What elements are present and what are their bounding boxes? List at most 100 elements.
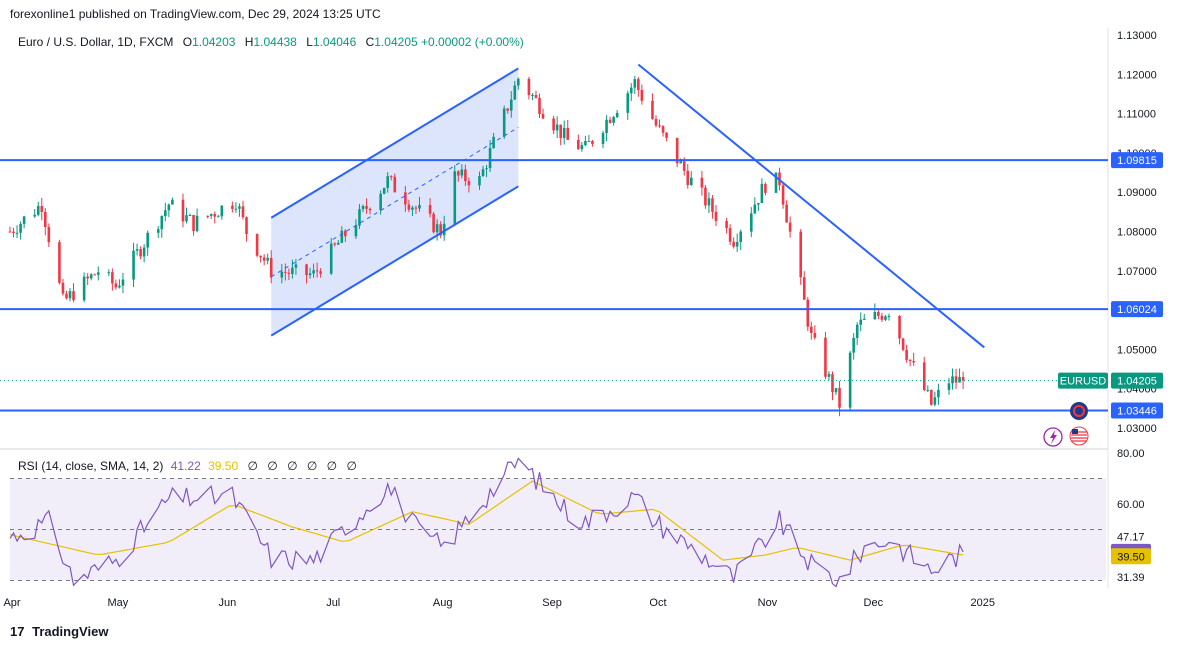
candle-body	[156, 229, 160, 233]
candle-body	[813, 333, 817, 338]
time-tick-label: Apr	[3, 597, 20, 609]
symbol-legend[interactable]: Euro / U.S. Dollar, 1D, FXCM O1.04203 H1…	[18, 35, 524, 49]
candle-body	[862, 319, 866, 321]
globe-icon-circle	[1070, 402, 1088, 420]
candle-body	[838, 388, 841, 408]
candle-body	[382, 187, 386, 194]
candle-body	[213, 214, 217, 217]
candle-body	[312, 270, 315, 274]
candle-body	[442, 223, 446, 236]
candle-body	[629, 87, 633, 94]
candle-body	[605, 119, 608, 133]
candle-body	[612, 117, 615, 123]
candle-body	[541, 114, 545, 119]
chart-icons[interactable]	[1043, 402, 1089, 447]
candle-body	[831, 374, 834, 393]
lightning-icon-bolt	[1050, 430, 1057, 444]
candle-body	[407, 204, 411, 210]
candle-body	[513, 85, 517, 100]
globe-icon	[1070, 402, 1088, 420]
candle-body	[527, 78, 531, 96]
candle-body	[509, 99, 513, 111]
current-price-tag	[1111, 372, 1163, 389]
candle-body	[82, 276, 86, 301]
candle-body	[824, 337, 827, 377]
candle-body	[336, 242, 340, 245]
candle-body	[464, 169, 467, 182]
candle-body	[231, 205, 234, 209]
time-tick-label: Aug	[433, 597, 453, 609]
time-tick-label: 2025	[971, 597, 995, 609]
candle-body	[132, 250, 135, 280]
candle-body	[15, 232, 19, 234]
time-tick-label: May	[108, 597, 129, 609]
low-value: 1.04046	[312, 35, 357, 49]
candle-body	[96, 272, 100, 275]
candle-body	[333, 243, 337, 245]
candle-body	[760, 183, 764, 204]
price-tick-label: 1.09000	[1117, 187, 1157, 199]
symbol-tag	[1058, 372, 1108, 389]
level-price-text: 1.09815	[1117, 155, 1157, 167]
candle-body	[506, 108, 510, 111]
candle-body	[308, 273, 312, 276]
candle-body	[118, 285, 121, 288]
time-tick-label: Dec	[864, 597, 884, 609]
candle-body	[36, 205, 40, 215]
candle-body	[33, 214, 37, 217]
candle-body	[344, 230, 347, 237]
price-labels: 1.098151.060241.03446EURUSD1.0420541.223…	[1058, 152, 1163, 565]
candle-body	[951, 376, 954, 384]
candle-body	[61, 282, 65, 294]
candle-body	[89, 274, 93, 279]
candle-body	[266, 258, 269, 261]
candle-body	[806, 299, 810, 327]
globe-icon-ring	[1073, 405, 1085, 417]
candle-body	[577, 139, 580, 150]
candle-body	[725, 221, 728, 229]
candle-body	[305, 264, 308, 276]
candle-body	[732, 241, 735, 247]
candle-body	[478, 176, 481, 186]
axes: 1.130001.120001.110001.100001.090001.080…	[3, 30, 1156, 609]
candle-body	[269, 258, 273, 278]
candle-body	[195, 215, 199, 232]
candle-body	[901, 338, 905, 350]
drawing-lines[interactable]	[0, 63, 1108, 412]
candle-body	[898, 315, 901, 339]
candle-body	[912, 361, 915, 363]
candle-body	[488, 148, 492, 169]
candle-body	[439, 224, 442, 236]
candle-body	[368, 208, 372, 211]
rsi-value: 41.22	[170, 459, 201, 473]
candle-body	[414, 207, 418, 209]
candle-body	[947, 383, 951, 390]
candle-body	[788, 222, 792, 232]
rsi-tick-label: 60.00	[1117, 499, 1145, 511]
price-tick-label: 1.11000	[1117, 109, 1156, 121]
change-value: +0.00002 (+0.00%)	[421, 35, 524, 49]
time-tick-label: Jul	[326, 597, 340, 609]
tradingview-footer[interactable]: 17 TradingView	[10, 624, 108, 639]
candle-body	[922, 362, 926, 390]
candle-body	[873, 312, 877, 320]
candle-body	[291, 267, 294, 274]
candle-body	[259, 255, 262, 258]
candle-body	[418, 205, 421, 209]
candle-body	[220, 205, 224, 217]
symbol-tag-text: EURUSD	[1060, 376, 1107, 388]
candle-body	[764, 183, 767, 193]
candle-body	[654, 118, 658, 126]
flag-canton	[1072, 429, 1078, 434]
candle-body	[319, 271, 322, 274]
candle-body	[389, 176, 393, 178]
rsi-legend[interactable]: RSI (14, close, SMA, 14, 2) 41.22 39.50 …	[18, 459, 357, 473]
candle-body	[562, 127, 566, 139]
candle-body	[958, 377, 961, 383]
candle-body	[262, 257, 266, 261]
downtrend-line	[637, 63, 985, 349]
candle-body	[72, 291, 75, 301]
price-tick-label: 1.08000	[1117, 227, 1157, 239]
level-price-tag	[1111, 301, 1163, 318]
time-tick-label: Oct	[649, 597, 666, 609]
